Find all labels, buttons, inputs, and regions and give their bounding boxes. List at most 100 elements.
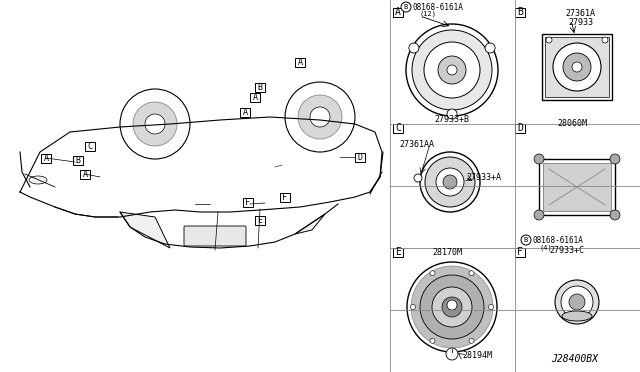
Text: 28194M: 28194M [462, 352, 492, 360]
Circle shape [420, 152, 480, 212]
Circle shape [569, 294, 585, 310]
Text: F: F [246, 198, 250, 206]
Circle shape [485, 43, 495, 53]
FancyBboxPatch shape [515, 7, 525, 16]
Circle shape [425, 157, 475, 207]
Circle shape [424, 42, 480, 98]
Circle shape [133, 102, 177, 146]
Text: 27933+A: 27933+A [466, 173, 501, 182]
Ellipse shape [562, 311, 592, 321]
Circle shape [285, 82, 355, 152]
Text: B: B [517, 7, 523, 17]
Text: A: A [44, 154, 49, 163]
FancyBboxPatch shape [73, 155, 83, 164]
FancyBboxPatch shape [240, 108, 250, 116]
FancyBboxPatch shape [41, 154, 51, 163]
Text: 28060M: 28060M [557, 119, 587, 128]
Circle shape [447, 300, 457, 310]
FancyBboxPatch shape [255, 83, 265, 92]
Circle shape [120, 89, 190, 159]
Text: D: D [358, 153, 362, 161]
Circle shape [430, 271, 435, 276]
Text: A: A [298, 58, 303, 67]
Text: A: A [253, 93, 257, 102]
FancyBboxPatch shape [243, 198, 253, 206]
FancyBboxPatch shape [184, 226, 246, 246]
Text: 27933+B: 27933+B [435, 115, 470, 124]
Text: A: A [83, 170, 88, 179]
Circle shape [443, 175, 457, 189]
FancyBboxPatch shape [545, 37, 609, 97]
Circle shape [145, 114, 165, 134]
Text: (4): (4) [540, 245, 553, 251]
Text: 27933: 27933 [568, 17, 593, 26]
Ellipse shape [29, 176, 47, 184]
Text: B: B [76, 155, 81, 164]
FancyBboxPatch shape [539, 159, 615, 215]
Text: C: C [395, 123, 401, 133]
Circle shape [534, 210, 544, 220]
Text: A: A [243, 108, 248, 116]
Text: 27361AA: 27361AA [399, 140, 434, 148]
Text: C: C [88, 141, 93, 151]
FancyBboxPatch shape [393, 247, 403, 257]
Circle shape [610, 154, 620, 164]
Polygon shape [295, 214, 325, 234]
Text: D: D [517, 123, 523, 133]
Text: B: B [524, 237, 528, 243]
FancyBboxPatch shape [80, 170, 90, 179]
Text: F: F [282, 192, 287, 202]
Text: 08168-6161A: 08168-6161A [413, 3, 464, 12]
Text: 28170M: 28170M [432, 248, 462, 257]
FancyBboxPatch shape [515, 124, 525, 132]
FancyBboxPatch shape [355, 153, 365, 161]
Circle shape [561, 286, 593, 318]
Circle shape [521, 235, 531, 245]
Circle shape [563, 53, 591, 81]
Circle shape [412, 30, 492, 110]
Text: (12): (12) [420, 11, 437, 17]
Circle shape [401, 2, 411, 12]
Polygon shape [120, 212, 170, 248]
FancyBboxPatch shape [295, 58, 305, 67]
FancyBboxPatch shape [393, 7, 403, 16]
Circle shape [469, 271, 474, 276]
Text: A: A [395, 7, 401, 17]
FancyBboxPatch shape [543, 163, 611, 211]
Circle shape [310, 107, 330, 127]
Text: 27361A: 27361A [565, 9, 595, 17]
Text: E: E [257, 215, 262, 224]
Circle shape [602, 37, 608, 43]
Circle shape [553, 43, 601, 91]
FancyBboxPatch shape [515, 247, 525, 257]
Circle shape [447, 65, 457, 75]
Text: F: F [517, 247, 523, 257]
Circle shape [488, 305, 493, 310]
FancyBboxPatch shape [85, 141, 95, 151]
Circle shape [411, 266, 493, 348]
Circle shape [469, 338, 474, 343]
Text: B: B [404, 4, 408, 10]
Text: E: E [395, 247, 401, 257]
FancyBboxPatch shape [280, 192, 290, 202]
Circle shape [546, 37, 552, 43]
FancyBboxPatch shape [250, 93, 260, 102]
Circle shape [572, 62, 582, 72]
Circle shape [409, 43, 419, 53]
Circle shape [430, 338, 435, 343]
Circle shape [407, 262, 497, 352]
FancyBboxPatch shape [393, 124, 403, 132]
Circle shape [406, 24, 498, 116]
Circle shape [298, 95, 342, 139]
Circle shape [432, 287, 472, 327]
Circle shape [414, 174, 422, 182]
Text: J28400BX: J28400BX [551, 354, 598, 364]
Text: 27933+C: 27933+C [549, 246, 584, 255]
Text: 08168-6161A: 08168-6161A [533, 235, 584, 244]
Circle shape [447, 109, 457, 119]
FancyBboxPatch shape [542, 34, 612, 100]
Circle shape [446, 348, 458, 360]
Circle shape [410, 305, 415, 310]
Circle shape [555, 280, 599, 324]
Circle shape [610, 210, 620, 220]
